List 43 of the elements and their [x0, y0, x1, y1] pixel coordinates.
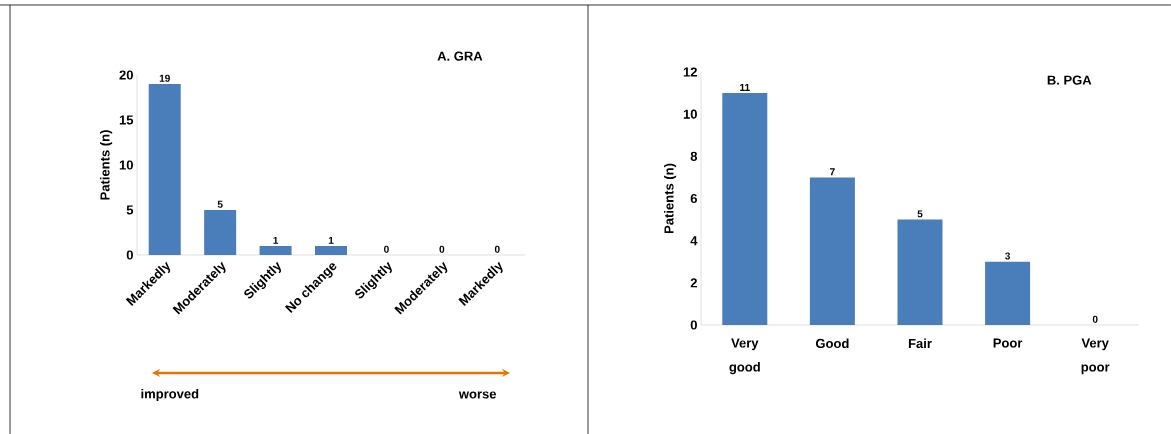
- bar: [315, 245, 348, 255]
- bar: [897, 219, 943, 325]
- x-tick-label: Very poor: [1081, 338, 1110, 375]
- y-tick-label: 10: [683, 109, 697, 119]
- y-axis-title: Patients (n): [100, 130, 113, 200]
- x-tick-label: Good: [815, 338, 849, 349]
- bar: [259, 245, 292, 255]
- chart-title: B. PGA: [1047, 75, 1092, 85]
- data-label: 19: [159, 74, 170, 82]
- data-label: 1: [328, 236, 334, 244]
- y-tick-label: 10: [119, 160, 133, 170]
- bar: [809, 177, 855, 325]
- data-label: 5: [917, 210, 923, 218]
- data-label: 0: [384, 245, 389, 253]
- data-label: 3: [1005, 252, 1011, 260]
- data-label: 1: [273, 236, 279, 244]
- y-tick-label: 5: [126, 205, 134, 215]
- bar: [985, 261, 1031, 325]
- y-tick-label: 0: [126, 250, 133, 260]
- y-axis-title: Patients (n): [664, 163, 677, 234]
- data-label: 0: [439, 245, 445, 253]
- data-label: 0: [1092, 315, 1098, 323]
- y-tick-label: 2: [690, 278, 697, 288]
- text: worse: [458, 391, 497, 399]
- chart-title: A. GRA: [437, 51, 483, 61]
- bar: [204, 209, 237, 255]
- data-label: 5: [217, 200, 223, 208]
- bar: [722, 93, 768, 325]
- y-tick-label: 4: [690, 236, 698, 246]
- y-tick-label: 15: [119, 115, 134, 125]
- y-tick-label: 12: [683, 67, 697, 77]
- y-tick-label: 20: [119, 70, 133, 80]
- bar: [148, 83, 181, 255]
- y-tick-label: 8: [690, 151, 698, 161]
- data-label: 11: [740, 83, 750, 91]
- x-tick-label: Fair: [908, 338, 932, 349]
- data-label: 7: [830, 168, 835, 176]
- x-tick-label: Poor: [993, 338, 1023, 348]
- y-tick-label: 0: [690, 320, 697, 330]
- y-tick-label: 6: [690, 193, 697, 204]
- text: improved: [141, 388, 199, 402]
- data-label: 0: [494, 245, 500, 253]
- x-tick-label: Very good: [729, 338, 760, 375]
